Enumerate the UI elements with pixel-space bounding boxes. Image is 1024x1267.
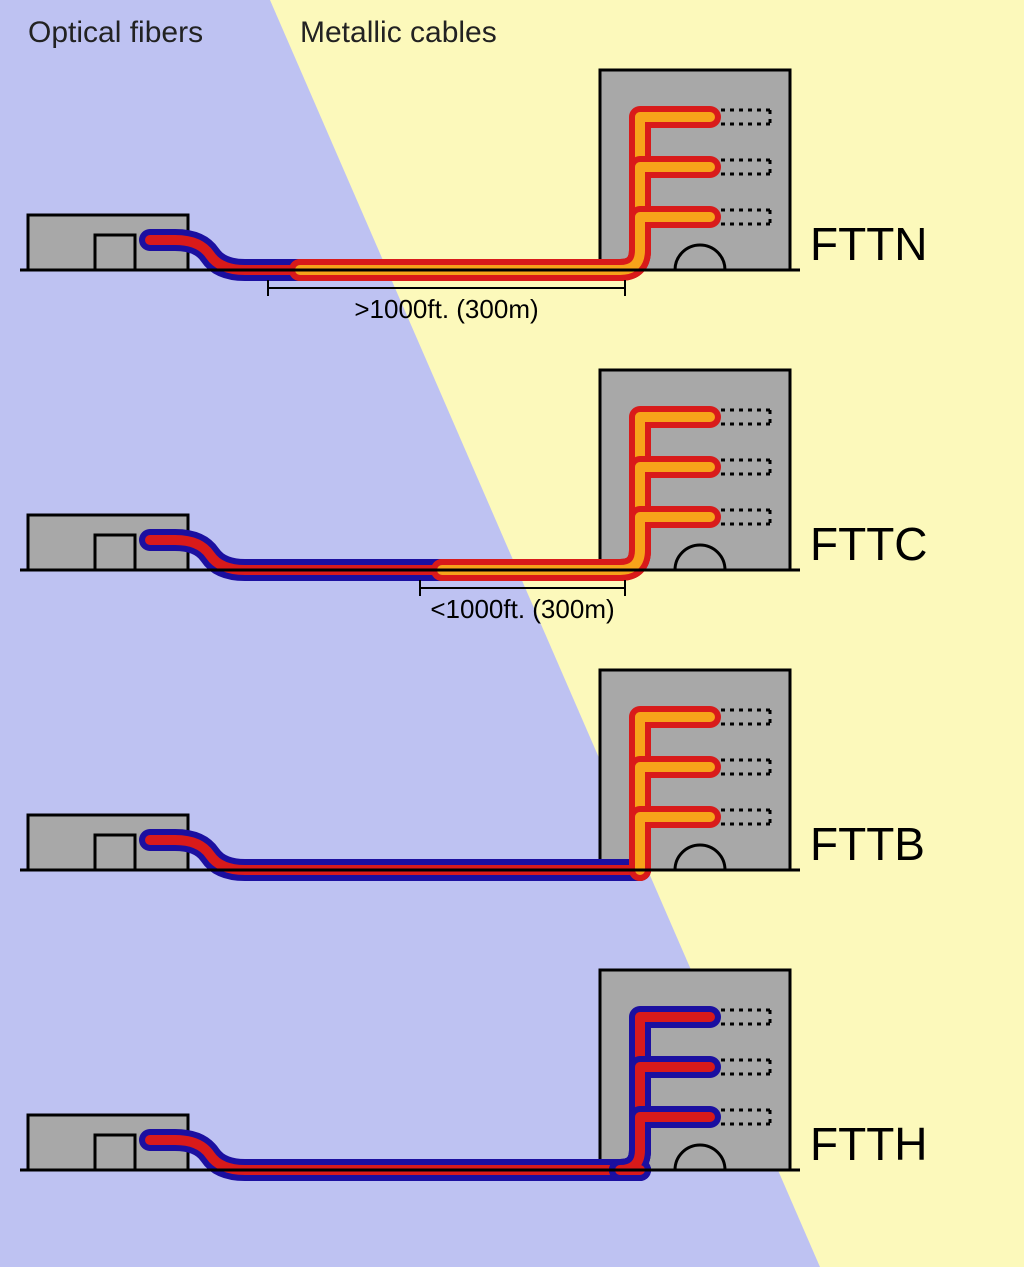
measure-label: <1000ft. (300m) [430, 594, 614, 624]
central-office-door [95, 835, 135, 870]
row-label: FTTB [810, 818, 925, 870]
central-office-door [95, 535, 135, 570]
central-office-door [95, 1135, 135, 1170]
row-label: FTTH [810, 1118, 928, 1170]
central-office-door [95, 235, 135, 270]
row-label: FTTN [810, 218, 928, 270]
measure-label: >1000ft. (300m) [354, 294, 538, 324]
row-label: FTTC [810, 518, 928, 570]
label-metallic: Metallic cables [300, 16, 497, 49]
label-optical: Optical fibers [28, 16, 203, 49]
